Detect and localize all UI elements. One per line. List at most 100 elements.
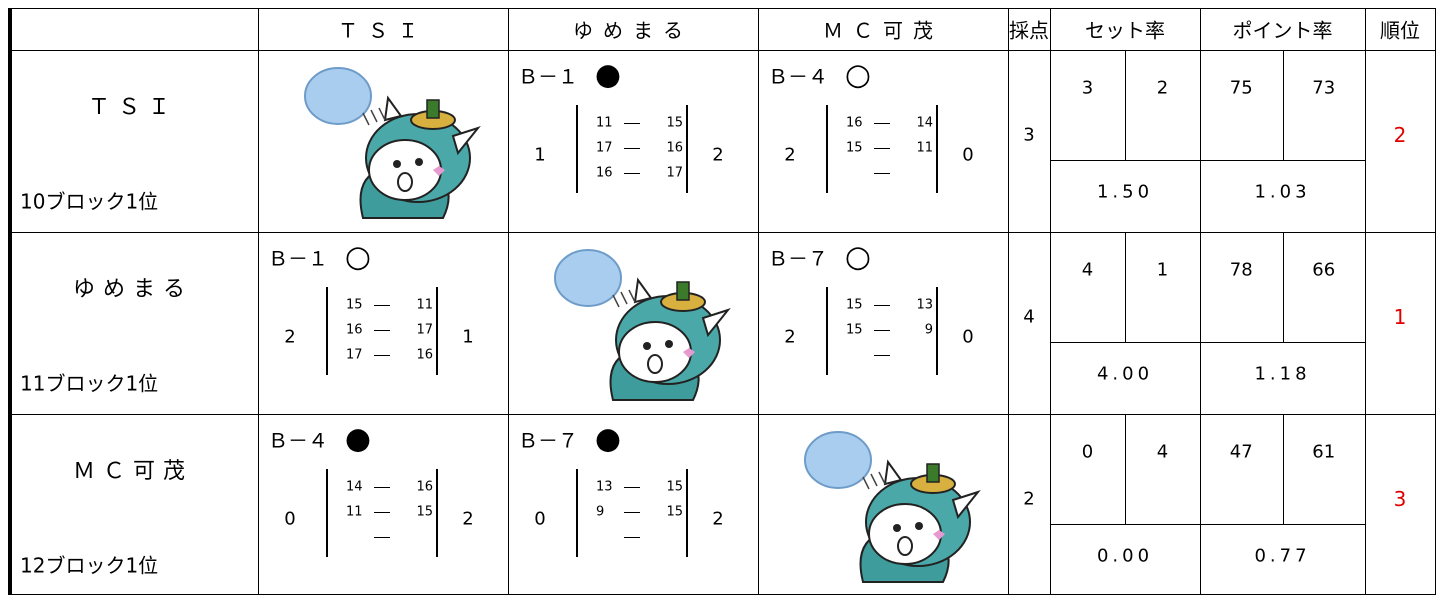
game-score: 15 <box>666 479 683 495</box>
score-dash <box>874 123 890 124</box>
block-label: 10ブロック1位 <box>20 189 159 214</box>
bracket-line <box>576 105 578 193</box>
game-score: 15 <box>416 504 433 520</box>
sets-right: 1 <box>462 326 474 348</box>
cell <box>1200 414 1284 525</box>
cell <box>1050 414 1126 525</box>
match-id: Ｂ－７ <box>518 428 578 453</box>
bracket-line <box>826 287 828 375</box>
score-dash <box>874 173 890 174</box>
game-score: 16 <box>346 322 363 338</box>
cell <box>1125 50 1201 161</box>
points-lost: 61 <box>1312 441 1336 463</box>
sets-lost: 4 <box>1156 441 1169 463</box>
cell <box>1050 50 1126 161</box>
result-mark: ○ <box>844 57 872 93</box>
result-mark: ○ <box>844 239 872 275</box>
game-score: 16 <box>416 479 433 495</box>
game-score: 16 <box>846 115 863 131</box>
rank: 2 <box>1393 123 1407 147</box>
header-label: セット率 <box>1085 18 1165 43</box>
game-score: 16 <box>596 165 613 181</box>
game-score: 11 <box>596 115 613 131</box>
score: 2 <box>1023 488 1035 510</box>
mascot <box>554 249 731 401</box>
cell <box>1282 50 1366 161</box>
game-score: 14 <box>346 479 363 495</box>
game-score: 17 <box>666 165 683 181</box>
mascot <box>304 67 481 219</box>
cell <box>8 8 259 51</box>
sets-won: 3 <box>1081 77 1094 99</box>
sets-won: 0 <box>1081 441 1094 463</box>
cell <box>1125 414 1201 525</box>
bracket-line <box>436 469 438 557</box>
score-dash <box>874 330 890 331</box>
cell <box>1125 232 1201 343</box>
sets-lost: 2 <box>1156 77 1169 99</box>
match-id: Ｂ－４ <box>768 64 828 89</box>
team-name: ＴＳＩ <box>87 95 179 120</box>
cell <box>1200 232 1284 343</box>
bracket-line <box>436 287 438 375</box>
sets-lost: 1 <box>1156 259 1169 281</box>
game-score: 9 <box>924 322 933 338</box>
sets-left: 2 <box>284 326 296 348</box>
score-dash <box>374 305 390 306</box>
sets-won: 4 <box>1081 259 1094 281</box>
score-dash <box>624 487 640 488</box>
score-dash <box>374 512 390 513</box>
score-dash <box>624 148 640 149</box>
rank: 3 <box>1393 487 1407 511</box>
game-score: 11 <box>416 297 433 313</box>
team-name: ＭＣ可茂 <box>72 459 194 484</box>
game-score: 17 <box>596 140 613 156</box>
game-score: 13 <box>916 297 933 313</box>
result-mark: ○ <box>344 239 372 275</box>
game-score: 16 <box>666 140 683 156</box>
game-score: 11 <box>346 504 363 520</box>
sets-right: 0 <box>962 144 974 166</box>
game-score: 13 <box>596 479 613 495</box>
block-label: 11ブロック1位 <box>20 371 159 396</box>
game-score: 14 <box>916 115 933 131</box>
game-score: 15 <box>666 115 683 131</box>
score-dash <box>374 355 390 356</box>
sets-left: 2 <box>784 326 796 348</box>
game-score: 16 <box>416 347 433 363</box>
points-lost: 66 <box>1312 259 1336 281</box>
set-rate: 1.50 <box>1096 181 1154 203</box>
bracket-line <box>576 469 578 557</box>
match-id: Ｂ－４ <box>268 428 328 453</box>
bracket-line <box>326 287 328 375</box>
sets-right: 2 <box>712 508 724 530</box>
game-score: 11 <box>916 140 933 156</box>
bracket-line <box>686 105 688 193</box>
score-dash <box>374 330 390 331</box>
sets-left: 0 <box>284 508 296 530</box>
score-dash <box>874 148 890 149</box>
sets-right: 0 <box>962 326 974 348</box>
game-score: 15 <box>846 140 863 156</box>
header-label: ＴＳＩ <box>338 18 428 43</box>
rank: 1 <box>1393 305 1407 329</box>
cell <box>1200 50 1284 161</box>
score-dash <box>624 512 640 513</box>
game-score: 15 <box>666 504 683 520</box>
bracket-line <box>936 105 938 193</box>
point-rate: 0.77 <box>1254 545 1311 567</box>
point-rate: 1.03 <box>1254 181 1311 203</box>
team-name: ゆめまる <box>72 277 194 302</box>
sets-left: 0 <box>534 508 546 530</box>
game-score: 15 <box>846 322 863 338</box>
cell <box>1282 232 1366 343</box>
sets-left: 1 <box>534 144 546 166</box>
score-dash <box>624 537 640 538</box>
bracket-line <box>826 105 828 193</box>
match-id: Ｂ－１ <box>518 64 578 89</box>
game-score: 17 <box>416 322 433 338</box>
result-mark: ● <box>344 421 372 457</box>
header-label: 採点 <box>1009 18 1049 43</box>
header-label: 順位 <box>1380 18 1420 43</box>
mascot <box>804 431 981 583</box>
